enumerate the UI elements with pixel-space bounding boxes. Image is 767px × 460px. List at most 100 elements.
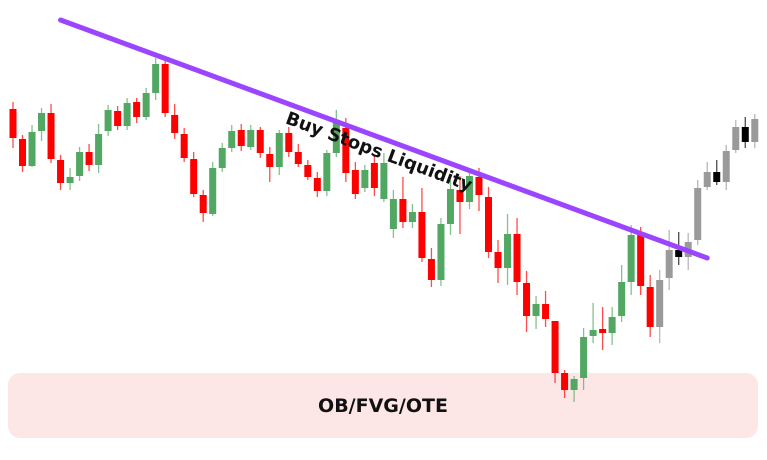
- candle-body: [618, 282, 626, 316]
- bearish-candle: [342, 118, 350, 182]
- candle-body: [85, 152, 93, 165]
- candle-body: [722, 151, 730, 182]
- bullish-candle: [218, 143, 226, 172]
- candle-body: [437, 224, 445, 280]
- candle-body: [561, 373, 569, 390]
- candle-body: [389, 199, 397, 229]
- bullish-candle: [104, 105, 112, 136]
- candle-body: [237, 130, 245, 146]
- candle-body: [665, 250, 673, 278]
- bearish-candle: [85, 144, 93, 171]
- bearish-candle: [351, 162, 359, 199]
- candle-body: [408, 212, 416, 222]
- candle-body: [313, 178, 321, 191]
- bearish-candle: [304, 160, 312, 180]
- bullish-candle: [408, 204, 416, 228]
- bullish-candle: [580, 328, 588, 390]
- candle-body: [323, 153, 331, 191]
- candle-body: [180, 134, 188, 158]
- candle-body: [228, 131, 236, 148]
- candle-body: [465, 176, 473, 202]
- candle-body: [66, 177, 74, 183]
- bearish-candle: [161, 60, 169, 117]
- candle-body: [542, 304, 550, 319]
- bullish-candle: [76, 147, 84, 181]
- bearish-candle: [133, 98, 141, 123]
- bullish-candle: [532, 296, 540, 329]
- bullish-candle: [608, 307, 616, 345]
- candle-body: [19, 139, 27, 166]
- bearish-candle: [199, 190, 207, 222]
- candle-body: [485, 197, 492, 252]
- bullish-candle: [627, 225, 635, 295]
- candle-body: [123, 103, 131, 126]
- candle-body: [161, 64, 169, 113]
- candle-body: [713, 172, 721, 182]
- candle-body: [741, 127, 749, 142]
- candle-body: [599, 329, 607, 333]
- bearish-candle: [561, 370, 569, 398]
- projected-bearish-candle: [713, 160, 721, 185]
- candle-body: [247, 130, 255, 147]
- bearish-candle: [19, 135, 27, 172]
- bullish-candle: [389, 190, 397, 238]
- bullish-candle: [152, 58, 160, 100]
- candle-body: [28, 132, 36, 166]
- candle-body: [152, 64, 160, 93]
- candle-body: [199, 195, 207, 213]
- ob-fvg-ote-zone: OB/FVG/OTE: [8, 373, 758, 438]
- projected-bullish-candle: [732, 120, 740, 153]
- projected-bullish-candle: [665, 230, 673, 290]
- bullish-candle: [446, 180, 454, 235]
- candle-body: [95, 134, 103, 165]
- bearish-candle: [637, 227, 645, 295]
- bearish-candle: [646, 275, 654, 337]
- candle-body: [399, 199, 407, 222]
- candle-body: [294, 152, 302, 164]
- candle-body: [190, 159, 198, 194]
- candle-body: [694, 188, 702, 240]
- candle-body: [570, 379, 578, 390]
- candle-body: [732, 127, 740, 150]
- candle-body: [209, 168, 217, 214]
- candle-body: [266, 154, 274, 167]
- candle-body: [446, 189, 454, 224]
- candle-body: [171, 115, 179, 133]
- candle-body: [703, 172, 711, 187]
- bearish-candle: [542, 291, 550, 327]
- candle-body: [656, 280, 664, 327]
- candle-body: [76, 152, 84, 176]
- zone-label: OB/FVG/OTE: [318, 394, 448, 417]
- bearish-candle: [237, 124, 245, 151]
- candle-body: [361, 170, 369, 188]
- bearish-candle: [485, 187, 492, 258]
- bullish-candle: [589, 303, 597, 343]
- bullish-candle: [332, 110, 340, 157]
- candle-body: [370, 163, 378, 188]
- bearish-candle: [313, 172, 321, 197]
- candle-body: [646, 287, 654, 327]
- candle-body: [351, 170, 359, 194]
- candle-body: [456, 190, 464, 202]
- candle-body: [285, 133, 293, 152]
- candle-body: [580, 337, 588, 378]
- bullish-candle: [504, 214, 512, 285]
- bearish-candle: [294, 144, 302, 167]
- bullish-candle: [209, 162, 217, 216]
- bearish-candle: [266, 147, 274, 182]
- projected-bullish-candle: [703, 162, 711, 190]
- bearish-candle: [418, 188, 426, 262]
- bullish-candle: [437, 218, 445, 286]
- bullish-candle: [247, 125, 255, 150]
- bullish-candle: [618, 265, 626, 322]
- candle-body: [504, 234, 512, 268]
- bullish-candle: [361, 165, 369, 192]
- projected-bullish-candle: [751, 114, 759, 148]
- bearish-candle: [370, 155, 378, 196]
- candle-body: [38, 113, 46, 131]
- bullish-candle: [95, 124, 103, 173]
- candle-body: [57, 160, 65, 183]
- bullish-candle: [28, 125, 36, 167]
- candle-body: [494, 252, 502, 268]
